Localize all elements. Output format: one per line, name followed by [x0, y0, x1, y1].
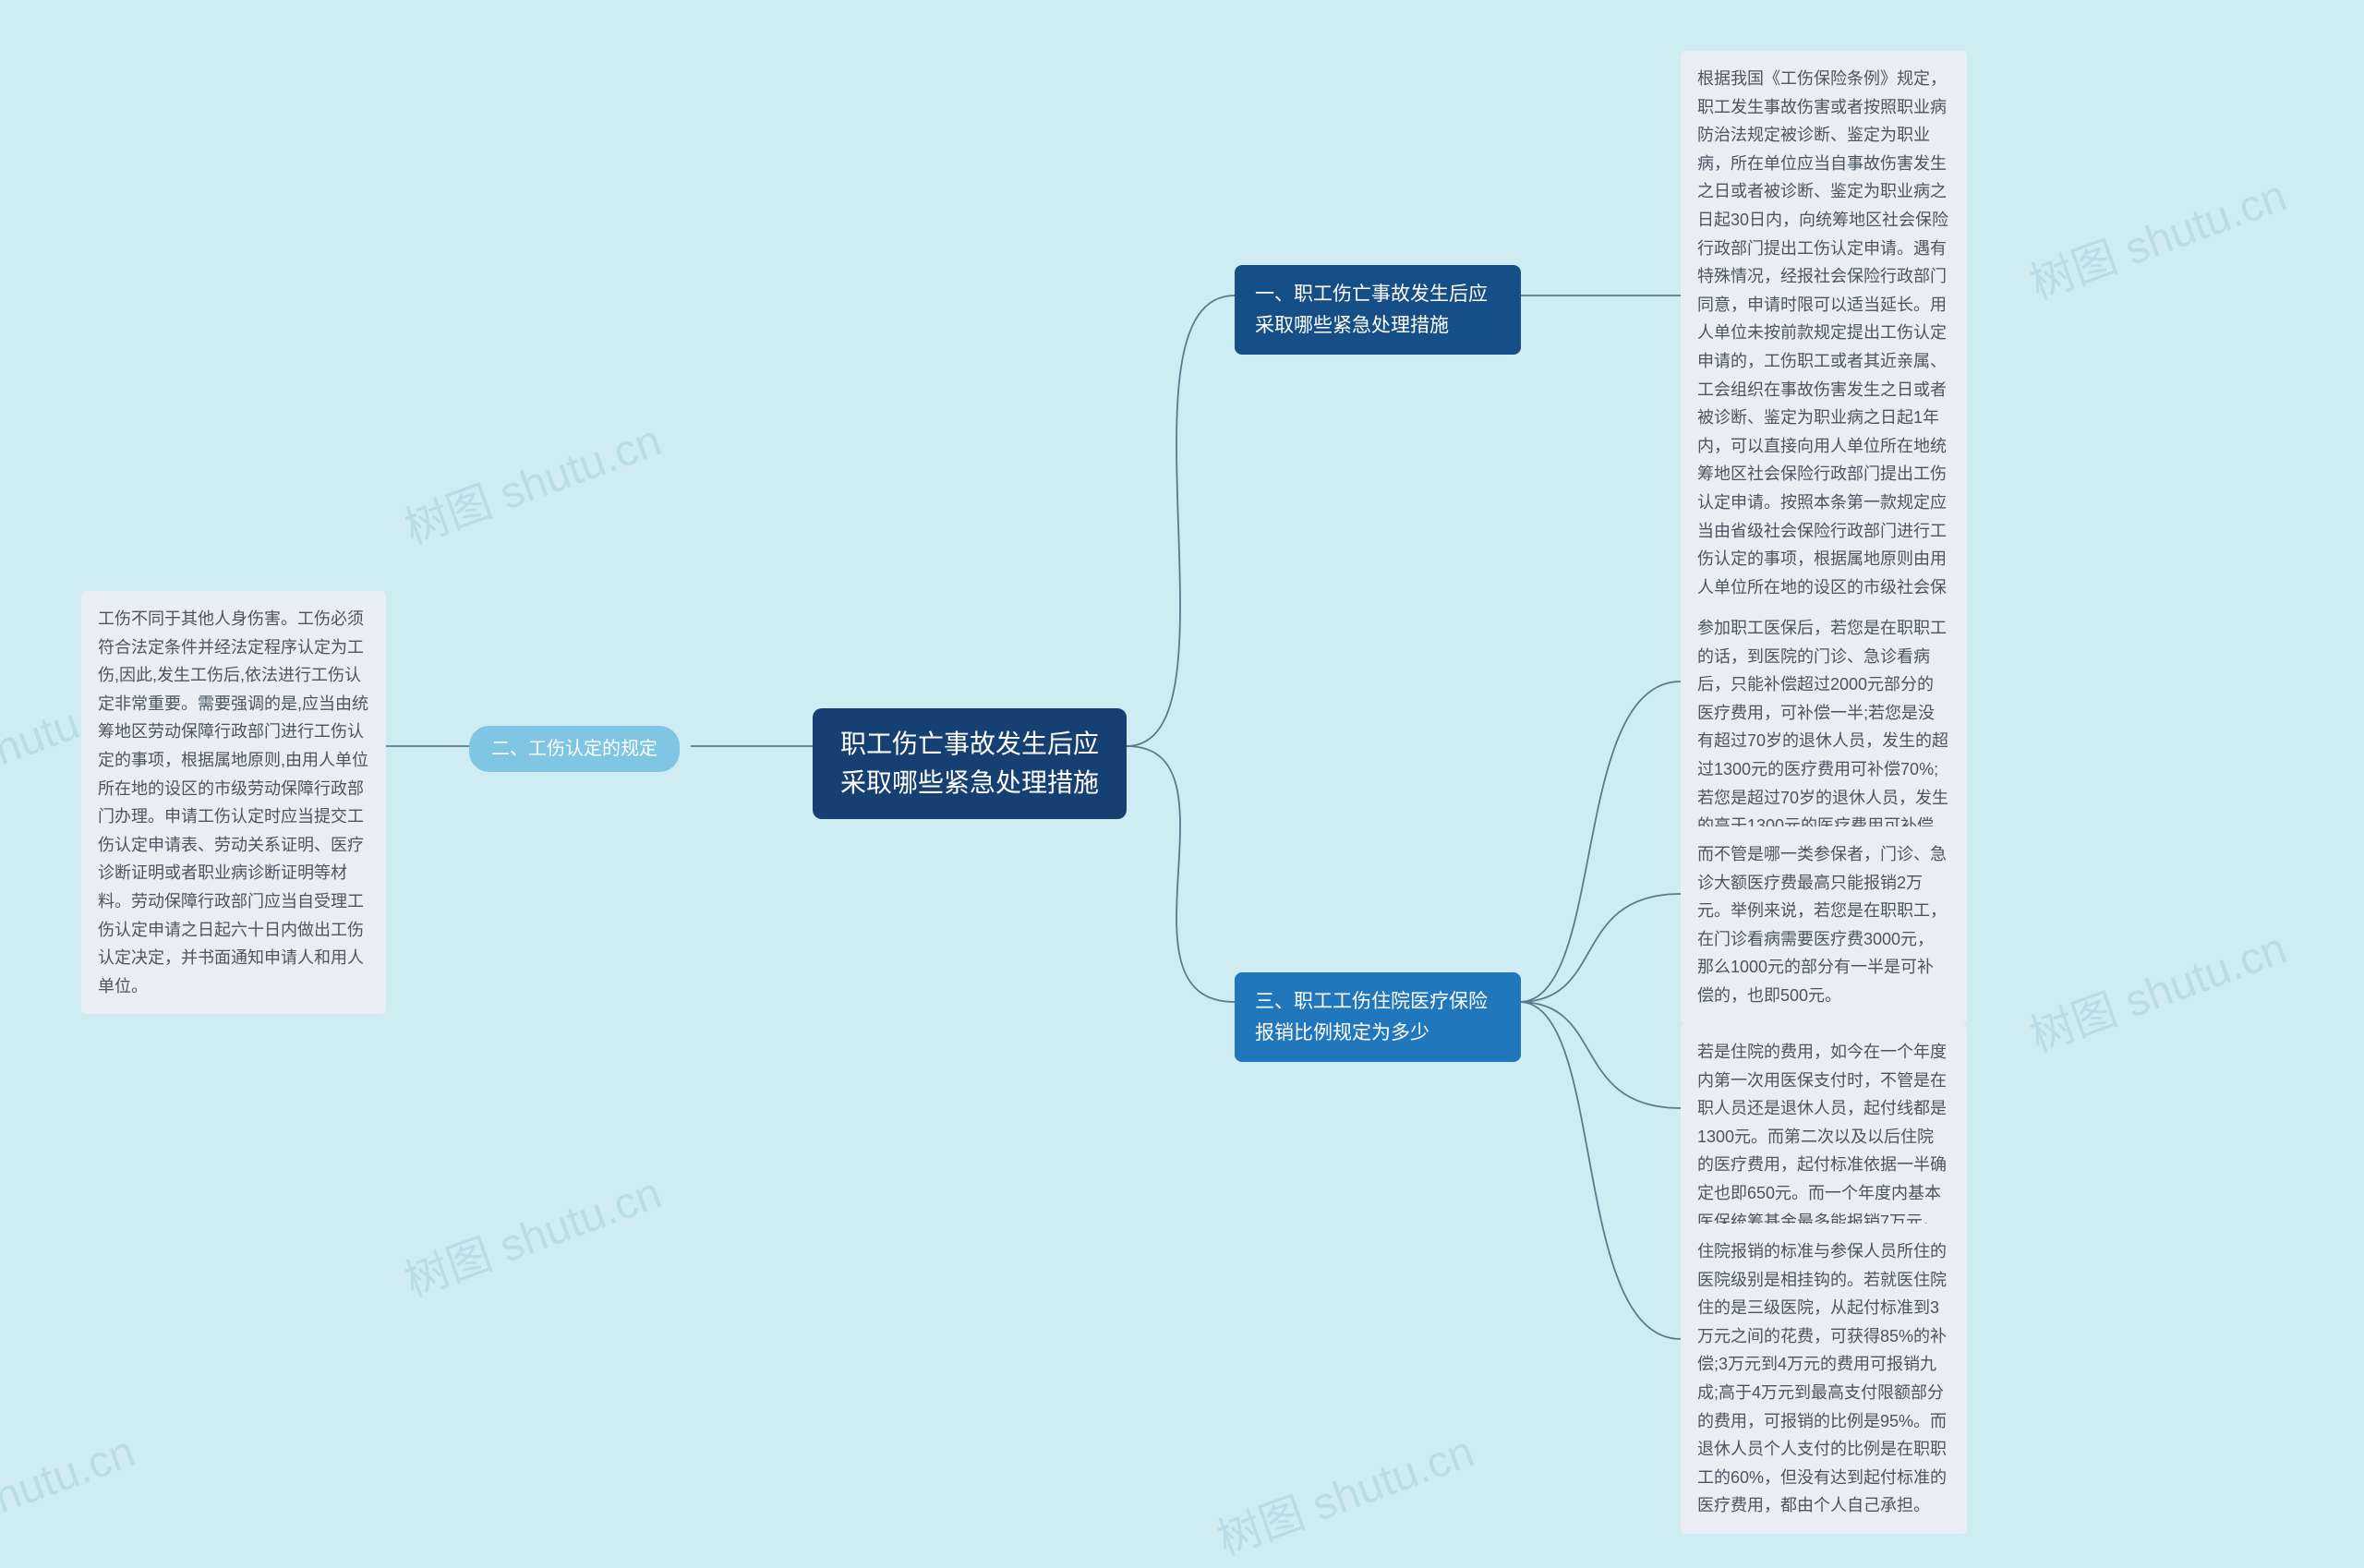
branch-node-3[interactable]: 三、职工工伤住院医疗保险报销比例规定为多少: [1235, 972, 1521, 1062]
watermark: 树图 shutu.cn: [2020, 159, 2294, 311]
branch-node-1[interactable]: 一、职工伤亡事故发生后应采取哪些紧急处理措施: [1235, 265, 1521, 355]
leaf-node-2-1-text: 工伤不同于其他人身伤害。工伤必须符合法定条件并经法定程序认定为工伤,因此,发生工…: [98, 609, 368, 995]
watermark: 树图 shutu.cn: [394, 404, 669, 556]
branch-node-2-label: 二、工伤认定的规定: [491, 739, 657, 759]
leaf-node-3-4-text: 住院报销的标准与参保人员所住的医院级别是相挂钩的。若就医住院住的是三级医院，从起…: [1697, 1242, 1947, 1514]
watermark: 树图 shutu.cn: [2020, 911, 2294, 1064]
branch-node-2[interactable]: 二、工伤认定的规定: [469, 726, 680, 772]
branch-node-3-label: 三、职工工伤住院医疗保险报销比例规定为多少: [1255, 991, 1488, 1043]
leaf-node-3-3-text: 若是住院的费用，如今在一个年度内第一次用医保支付时，不管是在职人员还是退休人员，…: [1697, 1043, 1947, 1231]
root-node[interactable]: 职工伤亡事故发生后应采取哪些紧急处理措施: [813, 708, 1127, 819]
root-node-label: 职工伤亡事故发生后应采取哪些紧急处理措施: [840, 730, 1099, 797]
watermark: 树图 shutu.cn: [0, 1415, 142, 1567]
leaf-node-3-4[interactable]: 住院报销的标准与参保人员所住的医院级别是相挂钩的。若就医住院住的是三级医院，从起…: [1681, 1224, 1967, 1534]
leaf-node-3-3[interactable]: 若是住院的费用，如今在一个年度内第一次用医保支付时，不管是在职人员还是退休人员，…: [1681, 1024, 1967, 1249]
watermark: 树图 shutu.cn: [1207, 1415, 1481, 1567]
branch-node-1-label: 一、职工伤亡事故发生后应采取哪些紧急处理措施: [1255, 283, 1488, 336]
watermark: 树图 shutu.cn: [394, 1156, 669, 1309]
leaf-node-3-2-text: 而不管是哪一类参保者，门诊、急诊大额医疗费最高只能报销2万元。举例来说，若您是在…: [1697, 845, 1947, 1005]
leaf-node-2-1[interactable]: 工伤不同于其他人身伤害。工伤必须符合法定条件并经法定程序认定为工伤,因此,发生工…: [81, 591, 386, 1014]
leaf-node-3-2[interactable]: 而不管是哪一类参保者，门诊、急诊大额医疗费最高只能报销2万元。举例来说，若您是在…: [1681, 826, 1967, 1024]
